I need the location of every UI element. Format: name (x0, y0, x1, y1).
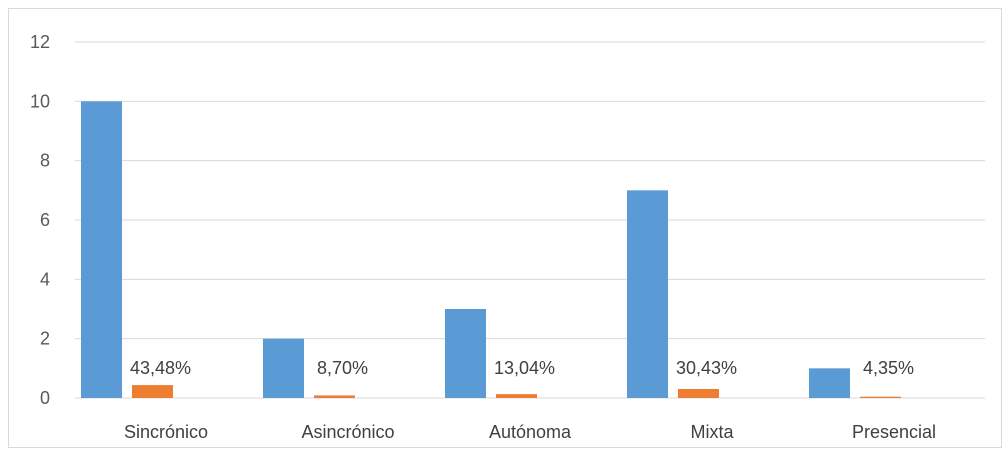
y-tick-label: 2 (40, 329, 50, 349)
data-label: 4,35% (863, 358, 914, 378)
y-tick-label: 4 (40, 269, 50, 289)
bar-series-1-0 (81, 101, 122, 398)
y-tick-label: 6 (40, 210, 50, 230)
data-label: 30,43% (676, 358, 737, 378)
bar-series-2-3 (678, 388, 719, 398)
x-category-label: Asincrónico (301, 422, 394, 442)
bar-series-2-4 (860, 396, 901, 398)
bar-series-2-1 (314, 395, 355, 398)
y-tick-label: 8 (40, 151, 50, 171)
bar-series-2-2 (496, 394, 537, 398)
data-label: 13,04% (494, 358, 555, 378)
data-label: 8,70% (317, 358, 368, 378)
bar-series-1-4 (809, 368, 850, 398)
x-category-label: Mixta (690, 422, 734, 442)
bar-series-1-2 (445, 309, 486, 398)
x-category-label: Sincrónico (124, 422, 208, 442)
bar-series-1-1 (263, 338, 304, 398)
y-tick-label: 12 (30, 32, 50, 52)
bar-series-2-0 (132, 385, 173, 398)
x-category-label: Presencial (852, 422, 936, 442)
data-label: 43,48% (130, 358, 191, 378)
y-tick-label: 0 (40, 388, 50, 408)
y-tick-label: 10 (30, 91, 50, 111)
x-category-label: Autónoma (489, 422, 572, 442)
bar-series-1-3 (627, 190, 668, 398)
